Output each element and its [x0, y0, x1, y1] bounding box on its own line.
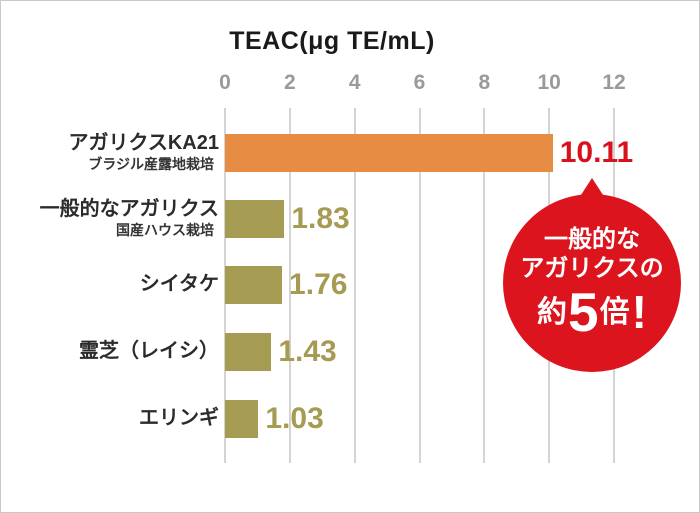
x-tick-label: 2	[283, 71, 296, 94]
value-label-4: 1.03	[265, 402, 324, 435]
value-label-1: 1.83	[291, 202, 350, 235]
highlight-badge: 一般的な アガリクスの 約 5 倍!	[503, 178, 681, 372]
x-tick-label: 6	[413, 71, 426, 94]
x-tick-label: 10	[537, 71, 561, 94]
badge-text: 一般的な アガリクスの 約 5 倍!	[503, 194, 681, 372]
badge-line-2: アガリクスの	[520, 254, 664, 282]
gridline	[288, 108, 291, 463]
badge-suffix: 倍	[599, 295, 630, 329]
value-label-3: 1.43	[278, 335, 337, 368]
value-label-2: 1.76	[289, 268, 348, 301]
category-label-3: 霊芝（レイシ）	[79, 340, 219, 362]
value-label-0: 10.11	[559, 136, 634, 169]
bar-2	[225, 266, 283, 304]
bar-1	[225, 200, 285, 238]
bar-0	[225, 134, 553, 172]
badge-line-1: 一般的な	[544, 226, 640, 254]
category-label-1: 一般的なアガリクス	[39, 198, 219, 220]
chart-title: TEAC(μg TE/mL)	[229, 27, 435, 55]
bar-3	[225, 333, 272, 371]
badge-prefix: 約	[537, 295, 568, 329]
x-tick-label: 12	[602, 71, 626, 94]
x-tick-label: 8	[478, 71, 491, 94]
category-label-2: シイタケ	[139, 273, 219, 295]
bar-4	[225, 400, 259, 438]
category-label-0: アガリクスKA21	[68, 132, 219, 154]
x-tick-label: 4	[348, 71, 361, 94]
badge-line-3: 約 5 倍!	[537, 280, 647, 343]
category-label-4: エリンギ	[139, 407, 219, 429]
category-sublabel-0: ブラジル産露地栽培	[88, 156, 214, 172]
badge-big-number: 5	[568, 280, 599, 343]
x-tick-label: 0	[219, 71, 231, 94]
category-sublabel-1: 国産ハウス栽培	[116, 222, 214, 238]
gridline	[483, 108, 486, 463]
gridline	[353, 108, 356, 463]
gridline	[418, 108, 421, 463]
badge-pointer-icon	[579, 178, 605, 198]
badge-exclamation: !	[631, 286, 647, 339]
